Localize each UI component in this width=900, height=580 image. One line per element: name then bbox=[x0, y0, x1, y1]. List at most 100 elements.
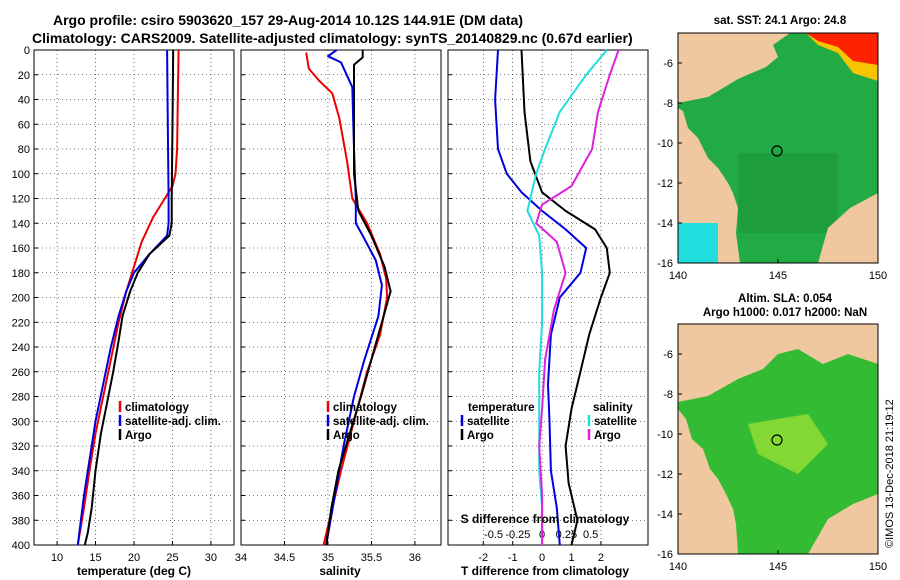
difference-series bbox=[494, 49, 620, 546]
sla-high-region bbox=[748, 414, 828, 474]
sea-shading bbox=[738, 153, 838, 233]
series-climatology bbox=[76, 49, 180, 546]
map-x-tick-label: 150 bbox=[869, 561, 887, 573]
sst-map-panel: sat. SST: 24.1 Argo: 24.8 140 145 150 -6 -8 -… bbox=[657, 15, 887, 282]
temperature-series bbox=[76, 49, 180, 546]
figure-title-line2: Climatology: CARS2009. Satellite-adjuste… bbox=[32, 30, 633, 46]
sla-map-subtitle: Argo h1000: 0.017 h2000: NaN bbox=[703, 307, 867, 319]
queensland-land bbox=[808, 494, 878, 554]
x-tick-label: 10 bbox=[51, 552, 63, 564]
map-y-tick-label: -6 bbox=[663, 349, 673, 361]
png-land bbox=[678, 33, 790, 103]
x-tick-label: 30 bbox=[205, 552, 217, 564]
legend-satellite-adj: satellite-adj. clim. bbox=[125, 416, 221, 428]
series-t-satellite bbox=[494, 49, 588, 546]
top-x-tick-label: -0.5 bbox=[484, 529, 503, 541]
y-tick-label: 300 bbox=[12, 416, 30, 428]
difference-top-xlabel: S difference from climatology bbox=[461, 512, 630, 526]
map-y-tick-label: -8 bbox=[663, 389, 673, 401]
top-x-tick-label: -0.25 bbox=[505, 529, 530, 541]
x-tick-label: 1 bbox=[568, 552, 574, 564]
cool-coastal-patch bbox=[678, 223, 718, 263]
y-tick-label: 200 bbox=[12, 293, 30, 305]
x-tick-label: -2 bbox=[478, 552, 488, 564]
map-x-tick-label: 145 bbox=[769, 561, 787, 573]
queensland-land bbox=[818, 193, 878, 263]
map-y-tick-label: -16 bbox=[657, 258, 673, 270]
y-tick-label: 260 bbox=[12, 367, 30, 379]
legend-title-salinity: salinity bbox=[593, 402, 633, 414]
legend-climatology: climatology bbox=[125, 402, 190, 414]
y-tick-label: 320 bbox=[12, 441, 30, 453]
legend-s-argo: Argo bbox=[594, 430, 621, 442]
series-argo bbox=[325, 50, 392, 546]
y-tick-label: 80 bbox=[18, 144, 30, 156]
y-tick-label: 340 bbox=[12, 466, 30, 478]
x-tick-label: 34.5 bbox=[274, 552, 295, 564]
y-tick-label: 400 bbox=[12, 540, 30, 552]
series-argo bbox=[83, 49, 175, 546]
map-y-tick-label: -16 bbox=[657, 549, 673, 561]
warm-sst-region bbox=[678, 33, 878, 81]
x-tick-label: 0 bbox=[539, 552, 545, 564]
legend-t-satellite: satellite bbox=[467, 416, 510, 428]
y-tick-label: 280 bbox=[12, 392, 30, 404]
legend-satellite-adj: satellite-adj. clim. bbox=[333, 416, 429, 428]
y-tick-label: 100 bbox=[12, 169, 30, 181]
x-tick-label: 36 bbox=[409, 552, 421, 564]
x-tick-label: 35 bbox=[322, 552, 334, 564]
legend-title-temperature: temperature bbox=[468, 402, 534, 414]
difference-xlabel: T difference from climatology bbox=[461, 564, 629, 578]
x-tick-label: 34 bbox=[235, 552, 247, 564]
temperature-panel: 0 20 40 60 80 100 120 140 160 180 200 220 240 260 280 3… bbox=[12, 45, 235, 578]
map-y-tick-label: -8 bbox=[663, 98, 673, 110]
map-x-tick-label: 140 bbox=[669, 270, 687, 282]
y-tick-label: 40 bbox=[18, 95, 30, 107]
series-satellite-adj-clim- bbox=[325, 49, 383, 546]
png-land bbox=[678, 324, 878, 402]
y-tick-label: 0 bbox=[24, 45, 30, 57]
y-tick-label: 160 bbox=[12, 243, 30, 255]
map-y-tick-label: -12 bbox=[657, 469, 673, 481]
series-s-argo bbox=[535, 49, 620, 545]
map-x-tick-label: 150 bbox=[869, 270, 887, 282]
map-y-tick-label: -6 bbox=[663, 58, 673, 70]
sla-map-panel: Altim. SLA: 0.054 Argo h1000: 0.017 h200… bbox=[657, 293, 887, 573]
y-tick-label: 120 bbox=[12, 194, 30, 206]
y-tick-label: 380 bbox=[12, 515, 30, 527]
map-y-tick-label: -10 bbox=[657, 138, 673, 150]
legend-s-satellite: satellite bbox=[594, 416, 637, 428]
sla-map-ticks: 140 145 150 -6 -8 -10 -12 -14 -16 bbox=[657, 349, 887, 573]
series-satellite-adj-clim- bbox=[76, 49, 170, 546]
top-x-tick-label: 0.5 bbox=[583, 529, 598, 541]
y-tick-label: 180 bbox=[12, 268, 30, 280]
figure-title-line1: Argo profile: csiro 5903620_157 29-Aug-2… bbox=[53, 12, 523, 28]
sst-map-title: sat. SST: 24.1 Argo: 24.8 bbox=[714, 15, 847, 27]
y-tick-label: 20 bbox=[18, 70, 30, 82]
salinity-legend: climatology satellite-adj. clim. Argo bbox=[326, 401, 429, 442]
difference-legend-temperature: temperature satellite Argo bbox=[460, 402, 534, 442]
difference-panel: -2 -1 0 1 2-0.5 -0.25 0 0.25 0.5 T difference fr… bbox=[447, 49, 649, 578]
sst-map-area bbox=[678, 33, 878, 263]
y-tick-label: 140 bbox=[12, 218, 30, 230]
argo-location-marker bbox=[771, 145, 783, 157]
legend-t-argo: Argo bbox=[467, 430, 494, 442]
sst-map-ticks: 140 145 150 -6 -8 -10 -12 -14 -16 bbox=[657, 58, 887, 282]
x-tick-label: 2 bbox=[598, 552, 604, 564]
salinity-xlabel: salinity bbox=[319, 564, 361, 578]
x-tick-label: 20 bbox=[128, 552, 140, 564]
temperature-xlabel: temperature (deg C) bbox=[77, 564, 191, 578]
y-tick-label: 360 bbox=[12, 491, 30, 503]
imos-credit: ©IMOS 13-Dec-2018 21:19:12 bbox=[884, 399, 896, 548]
legend-argo: Argo bbox=[333, 430, 360, 442]
legend-argo: Argo bbox=[125, 430, 152, 442]
salinity-series bbox=[305, 49, 392, 546]
y-tick-label: 220 bbox=[12, 317, 30, 329]
hot-sst-region bbox=[806, 33, 878, 65]
top-x-tick-label: 0.25 bbox=[556, 529, 577, 541]
salinity-panel: 34 34.5 35 35.5 36 salinity climatology sate… bbox=[235, 49, 442, 578]
map-y-tick-label: -14 bbox=[657, 509, 673, 521]
x-tick-label: -1 bbox=[508, 552, 518, 564]
x-tick-label: 35.5 bbox=[361, 552, 382, 564]
